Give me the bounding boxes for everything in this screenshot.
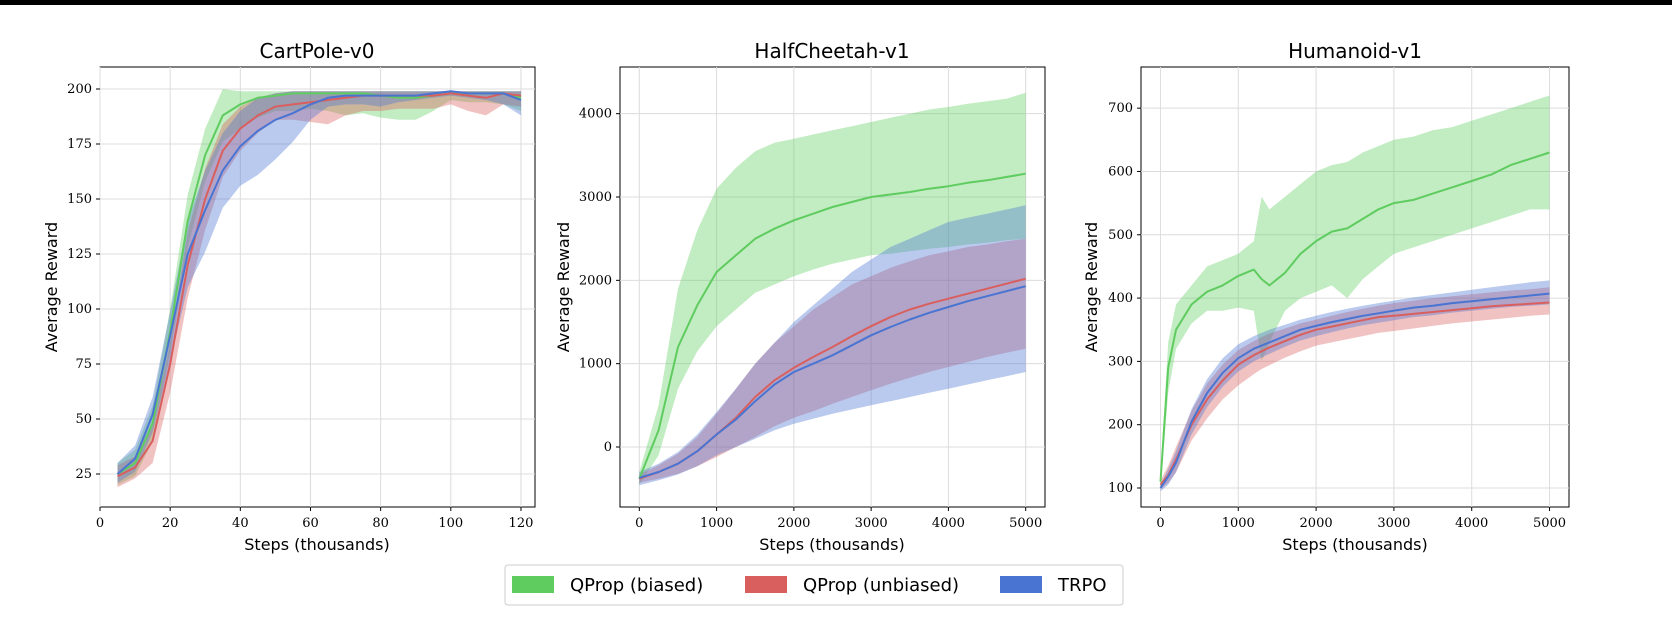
y-tick-label: 175 xyxy=(67,137,92,152)
y-tick-label: 4000 xyxy=(579,107,612,122)
plot-area xyxy=(1140,66,1570,508)
band-qprop-biased xyxy=(1160,95,1550,488)
x-tick-label: 0 xyxy=(635,516,643,531)
x-tick-label: 2000 xyxy=(1300,516,1333,531)
y-tick-label: 100 xyxy=(67,302,92,317)
x-axis-label: Steps (thousands) xyxy=(244,535,389,554)
x-tick-label: 2000 xyxy=(777,516,810,531)
x-tick-label: 100 xyxy=(438,516,463,531)
legend-label-qprop-biased: QProp (biased) xyxy=(570,575,703,596)
legend-swatch-qprop-biased xyxy=(512,576,554,593)
line-qprop-biased xyxy=(638,172,1026,480)
plot-area xyxy=(99,66,536,508)
band-qprop-biased xyxy=(639,92,1026,485)
series-lines xyxy=(116,90,522,478)
subplot-title: CartPole-v0 xyxy=(260,39,375,63)
y-tick-label: 1000 xyxy=(579,357,612,372)
x-tick-label: 1000 xyxy=(1222,516,1255,531)
y-tick-label: 700 xyxy=(1108,101,1133,116)
band-qprop-unbiased xyxy=(1160,287,1550,490)
series-lines xyxy=(638,172,1026,480)
x-tick-labels: 0 20 40 60 80 100 120 xyxy=(96,516,534,531)
x-tick-label: 0 xyxy=(96,516,104,531)
y-tick-label: 50 xyxy=(75,412,92,427)
x-tick-label: 1000 xyxy=(700,516,733,531)
x-tick-label: 5000 xyxy=(1533,516,1566,531)
y-axis-label: Average Reward xyxy=(1082,222,1101,352)
confidence-bands xyxy=(639,92,1026,486)
y-tick-labels: 25 50 75 100 125 150 175 200 xyxy=(67,82,92,482)
subplot-title: Humanoid-v1 xyxy=(1288,39,1422,63)
legend-swatch-trpo xyxy=(1000,576,1042,593)
x-tick-label: 80 xyxy=(372,516,389,531)
line-qprop-biased xyxy=(116,92,522,475)
x-tick-label: 5000 xyxy=(1009,516,1042,531)
y-tick-labels: 100 200 300 400 500 600 700 xyxy=(1108,101,1133,496)
x-axis-label: Steps (thousands) xyxy=(1282,535,1427,554)
x-tick-label: 20 xyxy=(162,516,179,531)
legend: QProp (biased) QProp (unbiased) TRPO xyxy=(504,564,1124,606)
y-tick-label: 100 xyxy=(1108,481,1133,496)
x-tick-label: 4000 xyxy=(932,516,965,531)
legend-label-trpo: TRPO xyxy=(1057,575,1107,596)
top-rule xyxy=(0,0,1672,5)
line-trpo xyxy=(116,90,522,475)
line-trpo xyxy=(639,285,1026,479)
gridlines xyxy=(96,67,535,511)
x-tick-label: 3000 xyxy=(1377,516,1410,531)
y-tick-label: 200 xyxy=(67,82,92,97)
legend-swatch-qprop-unbiased xyxy=(745,576,787,593)
x-tick-label: 0 xyxy=(1156,516,1164,531)
line-qprop-unbiased xyxy=(1159,301,1550,486)
y-tick-label: 125 xyxy=(67,247,92,262)
y-tick-label: 0 xyxy=(604,440,612,455)
band-trpo xyxy=(117,91,521,483)
x-tick-label: 4000 xyxy=(1455,516,1488,531)
gridlines xyxy=(1137,67,1569,511)
line-qprop-biased xyxy=(1159,151,1550,482)
subplot-humanoid: Humanoid-v1 0 1000 2000 3000 4000 5000 100 200… xyxy=(1082,39,1570,554)
series-lines xyxy=(1159,151,1550,489)
y-axis-label: Average Reward xyxy=(42,222,61,352)
band-qprop-unbiased xyxy=(639,238,1026,483)
x-tick-label: 40 xyxy=(232,516,249,531)
y-tick-label: 200 xyxy=(1108,418,1133,433)
y-tick-label: 75 xyxy=(75,357,92,372)
legend-box xyxy=(504,564,1124,606)
y-tick-label: 600 xyxy=(1108,164,1133,179)
x-tick-labels: 0 1000 2000 3000 4000 5000 xyxy=(635,516,1042,531)
y-tick-label: 2000 xyxy=(579,273,612,288)
x-tick-labels: 0 1000 2000 3000 4000 5000 xyxy=(1156,516,1566,531)
y-tick-label: 3000 xyxy=(579,190,612,205)
y-tick-label: 500 xyxy=(1108,228,1133,243)
legend-label-qprop-unbiased: QProp (unbiased) xyxy=(803,575,959,596)
band-qprop-unbiased xyxy=(117,91,521,488)
confidence-bands xyxy=(117,89,521,488)
band-trpo xyxy=(639,205,1026,486)
plot-area xyxy=(619,66,1046,508)
y-tick-label: 25 xyxy=(75,467,92,482)
y-axis-label: Average Reward xyxy=(554,222,573,352)
subplot-halfcheetah: HalfCheetah-v1 0 1000 2000 3000 4000 5000 0 10… xyxy=(554,39,1046,554)
y-tick-labels: 0 1000 2000 3000 4000 xyxy=(579,107,612,455)
x-tick-label: 3000 xyxy=(855,516,888,531)
x-axis-label: Steps (thousands) xyxy=(759,535,904,554)
y-tick-label: 150 xyxy=(67,192,92,207)
subplot-title: HalfCheetah-v1 xyxy=(754,39,909,63)
y-tick-label: 400 xyxy=(1108,291,1133,306)
x-tick-label: 120 xyxy=(509,516,534,531)
line-trpo xyxy=(1159,292,1550,489)
confidence-bands xyxy=(1160,95,1550,492)
y-tick-label: 300 xyxy=(1108,354,1133,369)
x-tick-label: 60 xyxy=(302,516,319,531)
subplot-cartpole: CartPole-v0 0 20 40 60 80 100 120 25 50 75 100 125… xyxy=(42,39,536,554)
